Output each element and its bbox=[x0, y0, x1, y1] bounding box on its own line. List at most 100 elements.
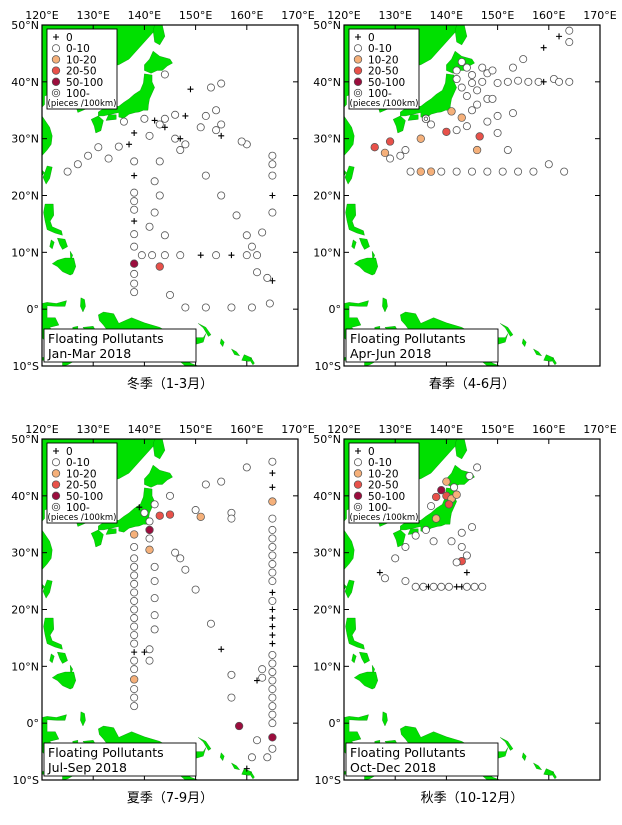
sample-point-c0_10 bbox=[140, 114, 149, 123]
sample-point-c0_10 bbox=[268, 208, 277, 217]
sample-point-c0_10 bbox=[155, 191, 164, 200]
sample-point-c0_10 bbox=[130, 579, 139, 588]
x-tick-label: 140°E bbox=[128, 9, 161, 22]
legend-marker-c50_100 bbox=[51, 77, 61, 86]
legend-marker-c100 bbox=[353, 88, 363, 98]
sample-point-zero bbox=[151, 117, 158, 124]
sample-point-c0_10 bbox=[483, 117, 492, 126]
sample-point-c0_10 bbox=[462, 551, 471, 560]
sample-point-c0_10 bbox=[268, 151, 277, 160]
sample-point-c0_10 bbox=[253, 736, 262, 745]
y-tick-label: 30°N bbox=[313, 133, 341, 146]
x-tick-label: 120°E bbox=[327, 9, 360, 22]
sample-point-c0_10 bbox=[514, 167, 523, 176]
sample-point-c0_10 bbox=[529, 167, 538, 176]
sample-point-c0_10 bbox=[130, 588, 139, 597]
panel-label-line1: Floating Pollutants bbox=[48, 331, 164, 346]
sample-point-c0_10 bbox=[488, 66, 497, 75]
sample-point-c0_10 bbox=[467, 106, 476, 115]
sample-point-c0_10 bbox=[268, 596, 277, 605]
sample-point-c0_10 bbox=[519, 55, 528, 64]
x-tick-label: 170°E bbox=[281, 423, 314, 436]
sample-point-c0_10 bbox=[206, 619, 215, 628]
sample-point-zero bbox=[131, 172, 138, 179]
sample-point-c0_10 bbox=[104, 154, 113, 163]
legend-label: 20-50 bbox=[66, 480, 97, 492]
sample-point-c0_10 bbox=[150, 177, 159, 186]
map-panel-winter: 120°E 130°E 140°E 150°E 160°E 170°E 50°N 40°N 30… bbox=[11, 9, 315, 392]
sample-point-c0_10 bbox=[130, 622, 139, 631]
legend-label: 50-100 bbox=[368, 77, 405, 89]
sample-point-c0_10 bbox=[171, 548, 180, 557]
y-tick-label: 40°N bbox=[313, 76, 341, 89]
sample-point-c0_10 bbox=[268, 560, 277, 569]
panel-caption: 冬季（1-3月） bbox=[127, 376, 213, 392]
sample-point-c0_10 bbox=[457, 528, 466, 537]
legend-marker-c50_100 bbox=[353, 491, 363, 500]
sample-point-c0_10 bbox=[467, 78, 476, 87]
sample-point-c50_100 bbox=[437, 486, 446, 495]
sample-point-c0_10 bbox=[268, 525, 277, 534]
sample-point-c0_10 bbox=[268, 568, 277, 577]
sample-point-c0_10 bbox=[191, 585, 200, 594]
sample-point-c0_10 bbox=[247, 303, 256, 312]
sample-point-c0_10 bbox=[560, 167, 569, 176]
legend-label: 100- bbox=[66, 88, 90, 100]
sample-point-c0_10 bbox=[119, 117, 128, 126]
sample-point-zero bbox=[453, 583, 460, 590]
sample-point-c0_10 bbox=[201, 480, 210, 489]
y-tick-label: 50°N bbox=[11, 19, 39, 32]
sample-point-c0_10 bbox=[268, 551, 277, 560]
sample-point-c0_10 bbox=[488, 94, 497, 103]
sample-point-c0_10 bbox=[380, 574, 389, 583]
x-tick-label: 140°E bbox=[128, 423, 161, 436]
y-tick-label: 10°S bbox=[315, 360, 341, 373]
sample-point-c0_10 bbox=[478, 582, 487, 591]
y-tick-label: 10°N bbox=[313, 246, 341, 259]
sample-point-c0_10 bbox=[155, 120, 164, 129]
sample-point-c0_10 bbox=[268, 702, 277, 711]
sample-point-c0_10 bbox=[150, 594, 159, 603]
sample-point-c0_10 bbox=[130, 188, 139, 197]
sample-point-c0_10 bbox=[130, 562, 139, 571]
sample-point-c10_20 bbox=[130, 675, 139, 684]
sample-point-c0_10 bbox=[253, 268, 262, 277]
sample-point-c0_10 bbox=[478, 77, 487, 86]
legend-label: 10-20 bbox=[368, 468, 399, 480]
sample-point-c0_10 bbox=[268, 668, 277, 677]
sample-point-c0_10 bbox=[406, 167, 415, 176]
sample-point-c0_10 bbox=[457, 542, 466, 551]
sample-point-c0_10 bbox=[73, 160, 82, 169]
sample-point-c20_50 bbox=[370, 143, 379, 152]
y-tick-label: 10°N bbox=[313, 660, 341, 673]
sample-point-c0_10 bbox=[217, 79, 226, 88]
sample-point-c0_10 bbox=[130, 702, 139, 711]
sample-point-c0_10 bbox=[130, 665, 139, 674]
sample-point-c0_10 bbox=[508, 63, 517, 72]
sample-point-c0_10 bbox=[268, 534, 277, 543]
sample-point-c0_10 bbox=[524, 77, 533, 86]
sample-point-zero bbox=[269, 615, 276, 622]
sample-point-zero bbox=[131, 129, 138, 136]
sample-point-c0_10 bbox=[493, 111, 502, 120]
sample-point-c0_10 bbox=[396, 151, 405, 160]
sample-point-c0_10 bbox=[493, 128, 502, 137]
sample-point-c0_10 bbox=[130, 571, 139, 580]
sample-point-zero bbox=[556, 33, 563, 40]
sample-point-c0_10 bbox=[201, 171, 210, 180]
sample-point-c0_10 bbox=[462, 92, 471, 101]
y-tick-label: 50°N bbox=[11, 433, 39, 446]
sample-point-c0_10 bbox=[503, 77, 512, 86]
sample-point-c0_10 bbox=[165, 290, 174, 299]
sample-point-zero bbox=[136, 504, 143, 511]
sample-point-c50_100 bbox=[234, 721, 244, 731]
sample-point-c0_10 bbox=[181, 565, 190, 574]
sample-point-c20_50 bbox=[385, 137, 395, 146]
sample-point-c0_10 bbox=[212, 126, 221, 135]
x-tick-label: 170°E bbox=[583, 423, 616, 436]
sample-point-c0_10 bbox=[268, 693, 277, 702]
legend-marker-c0_10 bbox=[353, 44, 362, 53]
sample-point-c0_10 bbox=[130, 288, 139, 297]
